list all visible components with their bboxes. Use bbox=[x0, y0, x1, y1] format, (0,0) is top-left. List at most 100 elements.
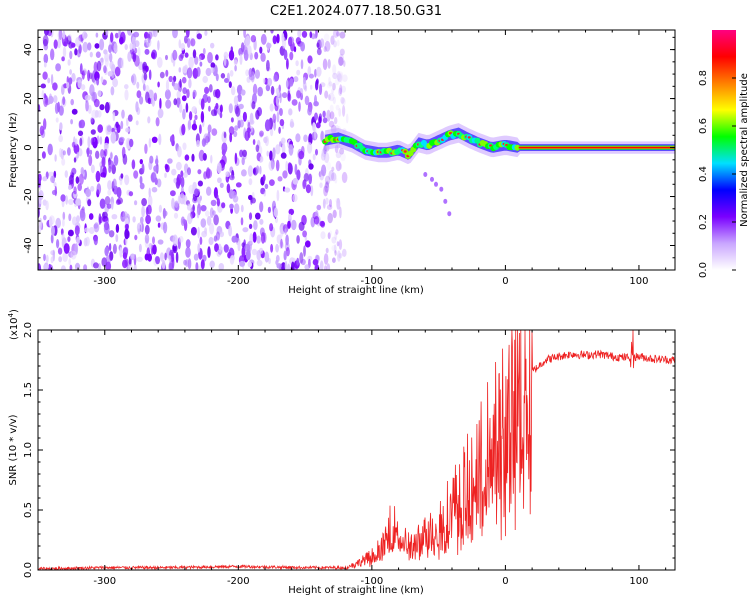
noise-blob bbox=[288, 208, 295, 216]
noise-blob bbox=[110, 86, 115, 96]
noise-blob bbox=[93, 223, 99, 229]
noise-blob bbox=[314, 112, 318, 121]
noise-blob bbox=[122, 211, 128, 220]
noise-blob bbox=[319, 38, 325, 48]
noise-blob bbox=[43, 95, 49, 107]
noise-blob bbox=[229, 255, 235, 265]
noise-blob bbox=[325, 197, 329, 205]
noise-blob bbox=[90, 185, 95, 192]
noise-blob bbox=[124, 174, 130, 186]
noise-blob bbox=[95, 170, 101, 183]
noise-blob bbox=[42, 71, 48, 80]
noise-blob bbox=[62, 211, 66, 221]
noise-blob bbox=[337, 71, 344, 79]
noise-blob bbox=[262, 78, 266, 84]
noise-blob bbox=[158, 204, 162, 213]
noise-blob bbox=[105, 30, 109, 36]
noise-blob bbox=[144, 234, 150, 244]
noise-blob bbox=[235, 182, 242, 188]
noise-blob bbox=[193, 253, 199, 261]
noise-blob bbox=[192, 89, 197, 98]
noise-blob bbox=[157, 239, 164, 245]
noise-blob bbox=[342, 248, 347, 257]
noise-blob bbox=[151, 186, 158, 193]
noise-blob bbox=[285, 247, 290, 257]
noise-blob bbox=[231, 190, 237, 199]
figure-title: C2E1.2024.077.18.50.G31 bbox=[270, 4, 442, 19]
noise-blob bbox=[89, 149, 93, 155]
noise-blob bbox=[58, 105, 64, 116]
noise-blob bbox=[200, 111, 205, 123]
noise-blob bbox=[242, 149, 248, 158]
noise-blob bbox=[321, 164, 327, 177]
noise-blob bbox=[186, 38, 191, 48]
noise-blob bbox=[310, 84, 313, 90]
branch-point bbox=[447, 211, 452, 217]
noise-blob bbox=[74, 138, 78, 146]
noise-blob bbox=[336, 198, 341, 210]
noise-blob bbox=[266, 59, 270, 72]
noise-blob bbox=[312, 258, 319, 266]
noise-blob bbox=[110, 32, 114, 43]
noise-blob bbox=[124, 228, 130, 240]
noise-blob bbox=[298, 150, 305, 160]
noise-blob bbox=[42, 176, 48, 182]
noise-blob bbox=[134, 48, 138, 54]
noise-blob bbox=[269, 179, 275, 187]
noise-blob bbox=[248, 223, 253, 229]
noise-blob bbox=[68, 198, 74, 205]
noise-blob bbox=[297, 169, 300, 181]
noise-blob bbox=[343, 60, 346, 67]
noise-blob bbox=[84, 94, 91, 101]
noise-blob bbox=[289, 121, 295, 128]
noise-blob bbox=[215, 54, 219, 61]
noise-blob bbox=[291, 99, 298, 106]
noise-blob bbox=[332, 209, 337, 219]
noise-blob bbox=[125, 127, 130, 133]
noise-blob bbox=[243, 30, 246, 38]
noise-blob bbox=[180, 43, 186, 51]
noise-blob bbox=[136, 256, 143, 262]
noise-blob bbox=[337, 39, 340, 47]
noise-blob bbox=[341, 97, 346, 106]
noise-blob bbox=[255, 144, 260, 153]
noise-blob bbox=[107, 180, 112, 191]
noise-blob bbox=[296, 257, 300, 266]
noise-blob bbox=[38, 104, 41, 112]
noise-blob bbox=[185, 259, 189, 267]
noise-blob bbox=[172, 49, 178, 61]
noise-blob bbox=[276, 189, 280, 202]
noise-blob bbox=[40, 83, 46, 89]
noise-blob bbox=[134, 234, 138, 241]
noise-blob bbox=[51, 225, 55, 236]
noise-blob bbox=[288, 36, 293, 47]
noise-blob bbox=[182, 65, 188, 74]
noise-blob bbox=[223, 244, 229, 253]
noise-blob bbox=[298, 221, 305, 231]
noise-blob bbox=[93, 262, 99, 269]
noise-blob bbox=[173, 177, 177, 184]
noise-blob bbox=[163, 221, 168, 234]
noise-blob bbox=[80, 84, 86, 91]
noise-blob bbox=[138, 243, 142, 253]
y-tick-label: 2.0 bbox=[23, 322, 34, 338]
noise-blob bbox=[247, 45, 252, 56]
noise-blob bbox=[135, 101, 139, 113]
noise-blob bbox=[62, 96, 66, 105]
noise-blob bbox=[219, 104, 223, 113]
noise-blob bbox=[43, 118, 47, 130]
noise-blob bbox=[104, 246, 109, 257]
noise-blob bbox=[168, 261, 174, 270]
noise-blob bbox=[303, 134, 308, 143]
noise-blob bbox=[139, 159, 143, 165]
noise-blob bbox=[100, 57, 104, 63]
noise-blob bbox=[67, 236, 71, 242]
x-tick-label: 0 bbox=[502, 576, 508, 587]
noise-blob bbox=[180, 186, 184, 196]
faint-branch bbox=[423, 172, 452, 217]
noise-blob bbox=[309, 31, 313, 39]
noise-blob bbox=[148, 69, 152, 81]
noise-blob bbox=[187, 258, 192, 270]
noise-blob bbox=[279, 108, 283, 116]
